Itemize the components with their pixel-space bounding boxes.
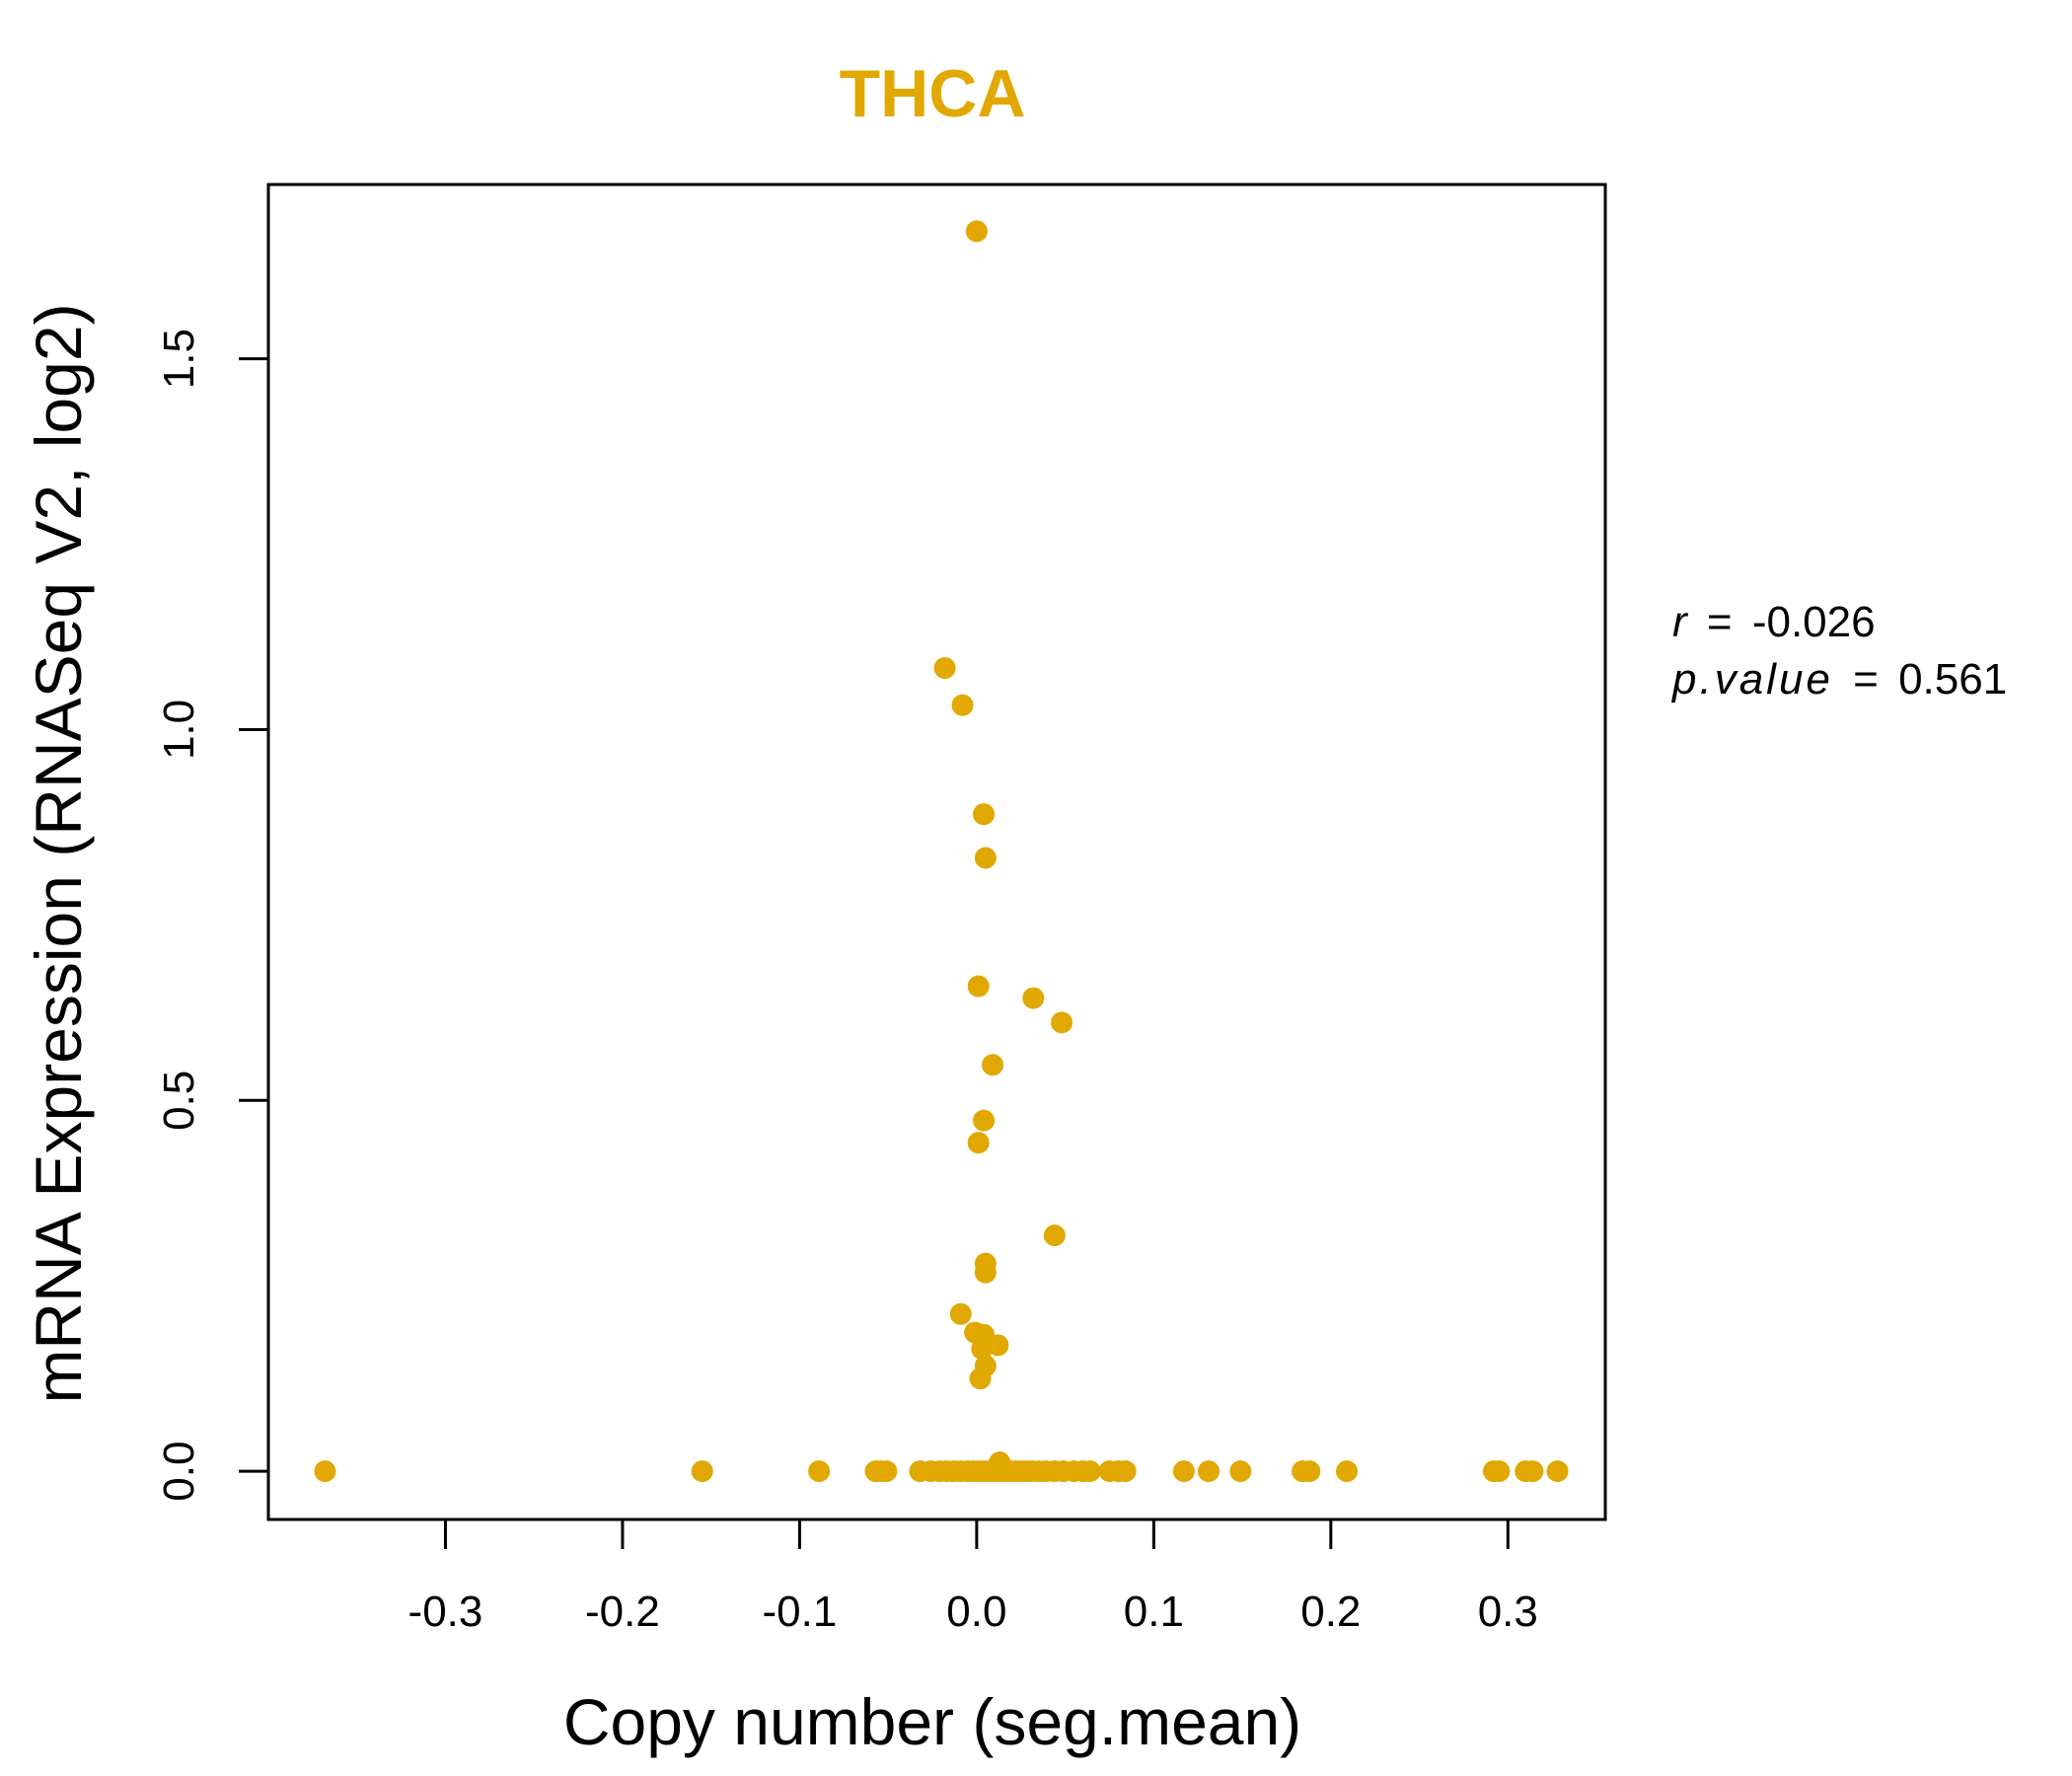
- r-equals: =: [1707, 598, 1733, 646]
- data-point: [1335, 1460, 1358, 1483]
- y-tick-label: 0.0: [155, 1442, 203, 1502]
- data-point: [1043, 1224, 1066, 1247]
- x-tick-label: 0.3: [1478, 1588, 1538, 1636]
- data-point: [1022, 987, 1045, 1009]
- p-label: p.value: [1670, 655, 1833, 703]
- y-tick-label: 0.5: [155, 1071, 203, 1131]
- chart-title: THCA: [840, 56, 1026, 131]
- x-tick-label: 0.0: [946, 1588, 1006, 1636]
- data-point: [969, 1368, 992, 1390]
- data-point: [974, 847, 997, 869]
- x-tick-label: -0.1: [762, 1588, 837, 1636]
- data-point: [875, 1460, 898, 1483]
- correlation-annotation: r = -0.026 p.value = 0.561: [1670, 598, 2007, 703]
- data-point: [949, 1302, 972, 1325]
- x-tick-label: -0.2: [585, 1588, 660, 1636]
- data-point: [973, 803, 996, 826]
- data-point: [1488, 1460, 1511, 1483]
- x-tick-label: 0.1: [1124, 1588, 1184, 1636]
- data-point: [965, 220, 988, 243]
- x-axis-label: Copy number (seg.mean): [563, 1685, 1301, 1758]
- data-point: [691, 1460, 713, 1483]
- data-point: [967, 975, 990, 998]
- data-point: [933, 657, 956, 680]
- r-annotation: r = -0.026: [1672, 598, 1876, 646]
- data-point: [314, 1460, 336, 1483]
- data-point: [1078, 1460, 1101, 1483]
- data-point: [1172, 1460, 1195, 1483]
- x-tick-label: 0.2: [1300, 1588, 1361, 1636]
- data-point: [1298, 1460, 1321, 1483]
- data-point: [1051, 1011, 1073, 1034]
- r-label: r: [1672, 598, 1689, 646]
- data-point: [1521, 1460, 1544, 1483]
- data-point: [1229, 1460, 1252, 1483]
- y-axis-label: mRNA Expression (RNASeq V2, log2): [22, 303, 95, 1403]
- data-point: [971, 1338, 994, 1361]
- y-tick-label: 1.0: [155, 700, 203, 760]
- data-point: [1197, 1460, 1220, 1483]
- p-value: 0.561: [1898, 655, 2007, 703]
- data-points: [314, 220, 1569, 1483]
- plot-frame: [266, 183, 1607, 1521]
- data-point: [974, 1261, 997, 1284]
- data-point: [1546, 1460, 1569, 1483]
- r-value: -0.026: [1752, 598, 1876, 646]
- data-point: [808, 1460, 831, 1483]
- y-tick-label: 1.5: [155, 329, 203, 389]
- data-point: [967, 1132, 990, 1154]
- data-point: [973, 1109, 996, 1132]
- x-tick-label: -0.3: [408, 1588, 483, 1636]
- data-point: [982, 1054, 1004, 1076]
- data-point: [1114, 1460, 1137, 1483]
- p-equals: =: [1853, 655, 1879, 703]
- data-point: [951, 694, 974, 716]
- x-axis: -0.3 -0.2 -0.1 0.0 0.1 0.2 0.3: [408, 1517, 1538, 1636]
- y-axis: 0.0 0.5 1.0 1.5: [155, 329, 270, 1502]
- p-annotation: p.value = 0.561: [1670, 655, 2007, 703]
- data-point: [989, 1451, 1011, 1474]
